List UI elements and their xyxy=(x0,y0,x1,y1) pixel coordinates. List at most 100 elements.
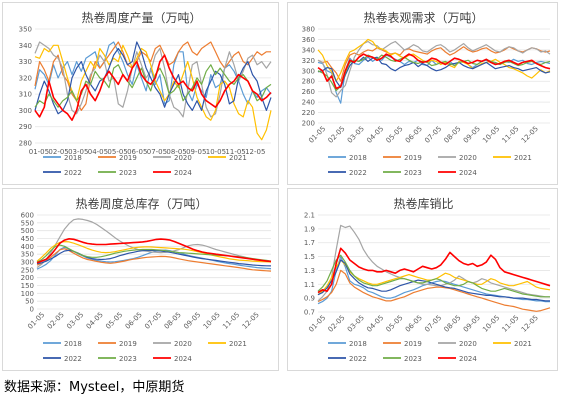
y-tick-label: 200 xyxy=(21,274,34,282)
legend-label: 2018 xyxy=(349,154,367,162)
x-tick-label: 11-05 xyxy=(501,125,521,145)
legend-label: 2018 xyxy=(64,154,82,162)
legend-item-2022: 2022 xyxy=(43,169,82,177)
y-tick-label: 350 xyxy=(19,26,32,34)
x-tick-label: 05-05 xyxy=(385,314,405,334)
x-tick-label: 01-05 xyxy=(307,125,327,145)
y-tick-label: 320 xyxy=(19,74,32,82)
x-tick-label: 04-05 xyxy=(365,125,385,145)
legend-label: 2019 xyxy=(119,340,137,348)
legend-item-2022: 2022 xyxy=(43,355,82,363)
series-line-2020 xyxy=(317,224,550,302)
x-tick-label: 06-05 xyxy=(124,311,144,331)
y-tick-label: 100 xyxy=(21,290,34,298)
series-line-2019 xyxy=(36,248,272,272)
y-tick-label: 330 xyxy=(19,58,32,66)
y-tick-label: 300 xyxy=(21,259,34,267)
legend-item-2019: 2019 xyxy=(98,340,137,348)
legend-item-2018: 2018 xyxy=(328,154,367,162)
series-line-2021 xyxy=(36,240,272,263)
series-line-2018 xyxy=(317,255,550,305)
legend-label: 2022 xyxy=(349,169,367,177)
y-tick-label: 280 xyxy=(302,78,315,86)
series-line-2020 xyxy=(36,218,272,268)
y-tick-label: 280 xyxy=(19,140,32,148)
x-tick-label: 09-05 xyxy=(182,311,202,331)
legend-item-2020: 2020 xyxy=(438,154,477,162)
legend-label: 2024 xyxy=(174,355,192,363)
x-tick-label: 04-05 xyxy=(365,314,385,334)
legend-item-2022: 2022 xyxy=(328,169,367,177)
legend-label: 2018 xyxy=(349,340,367,348)
y-tick-label: 500 xyxy=(21,227,34,235)
legend-label: 2020 xyxy=(459,340,477,348)
chart-title: 热卷周度产量（万吨） xyxy=(81,10,201,25)
y-tick-label: 340 xyxy=(302,46,315,54)
x-tick-label: 07-05 xyxy=(143,311,163,331)
y-tick-label: 450 xyxy=(21,235,34,243)
x-tick-label: 12-05 xyxy=(520,125,540,145)
x-tick-label: 11-05 xyxy=(225,148,245,156)
legend-label: 2020 xyxy=(174,340,192,348)
y-tick-label: 150 xyxy=(21,282,34,290)
series-line-2021 xyxy=(317,38,551,82)
x-tick-label: 01-05 xyxy=(29,148,49,156)
x-tick-label: 06-05 xyxy=(127,148,147,156)
x-tick-label: 09-05 xyxy=(462,125,482,145)
x-tick-label: 06-05 xyxy=(404,314,424,334)
legend-item-2020: 2020 xyxy=(153,340,192,348)
y-tick-label: 250 xyxy=(21,266,34,274)
y-tick-label: 550 xyxy=(21,219,34,227)
legend-item-2021: 2021 xyxy=(208,154,247,162)
y-tick-label: 300 xyxy=(302,67,315,75)
legend-item-2021: 2021 xyxy=(208,340,247,348)
legend-label: 2021 xyxy=(514,154,532,162)
x-tick-label: 08-05 xyxy=(166,148,186,156)
y-tick-label: 0.7 xyxy=(304,309,315,317)
demand-chart-panel: 热卷表观需求（万吨） 200 220 240 260 280 300 320 340 360 380… xyxy=(287,2,558,185)
x-tick-label: 08-05 xyxy=(443,314,463,334)
legend-label: 2022 xyxy=(349,355,367,363)
chart-svg: 热卷周度总库存（万吨） 05010015020025030035040045050… xyxy=(21,196,272,363)
legend-label: 2024 xyxy=(459,355,477,363)
legend-item-2022: 2022 xyxy=(328,355,367,363)
legend-item-2021: 2021 xyxy=(493,340,532,348)
x-tick-label: 10-05 xyxy=(481,314,501,334)
y-tick-label: 240 xyxy=(302,99,315,107)
x-tick-label: 03-05 xyxy=(346,314,366,334)
y-tick-label: 380 xyxy=(302,26,315,34)
legend-item-2018: 2018 xyxy=(43,340,82,348)
legend-item-2020: 2020 xyxy=(153,154,192,162)
legend-label: 2024 xyxy=(459,169,477,177)
legend-label: 2018 xyxy=(64,340,82,348)
x-tick-label: 04-05 xyxy=(88,148,108,156)
data-source-note: 数据来源：Mysteel，中原期货 xyxy=(4,380,185,395)
series-line-2018 xyxy=(34,41,272,105)
y-tick-label: 0 xyxy=(30,306,34,314)
y-tick-label: 0.9 xyxy=(304,295,315,303)
series-line-2024 xyxy=(317,247,551,294)
legend-item-2024: 2024 xyxy=(153,355,192,363)
legend-item-2023: 2023 xyxy=(98,169,137,177)
legend-label: 2021 xyxy=(229,340,247,348)
x-tick-label: 02-05 xyxy=(327,125,347,145)
legend-label: 2022 xyxy=(64,169,82,177)
x-tick-label: 10-05 xyxy=(202,311,222,331)
x-tick-label: 08-05 xyxy=(443,125,463,145)
x-tick-label: 07-05 xyxy=(423,314,443,334)
y-tick-label: 1.5 xyxy=(304,253,315,261)
y-tick-label: 340 xyxy=(19,42,32,50)
x-tick-label: 04-05 xyxy=(85,311,105,331)
x-tick-label: 10-05 xyxy=(481,125,501,145)
legend-label: 2022 xyxy=(64,355,82,363)
x-tick-label: 09-05 xyxy=(186,148,206,156)
chart-title: 热卷周度总库存（万吨） xyxy=(75,196,207,211)
legend-item-2023: 2023 xyxy=(383,355,422,363)
chart-title: 热卷库销比 xyxy=(393,196,453,211)
x-tick-label: 06-05 xyxy=(404,125,424,145)
x-tick-label: 07-05 xyxy=(147,148,167,156)
legend-label: 2019 xyxy=(404,340,422,348)
legend-item-2018: 2018 xyxy=(43,154,82,162)
